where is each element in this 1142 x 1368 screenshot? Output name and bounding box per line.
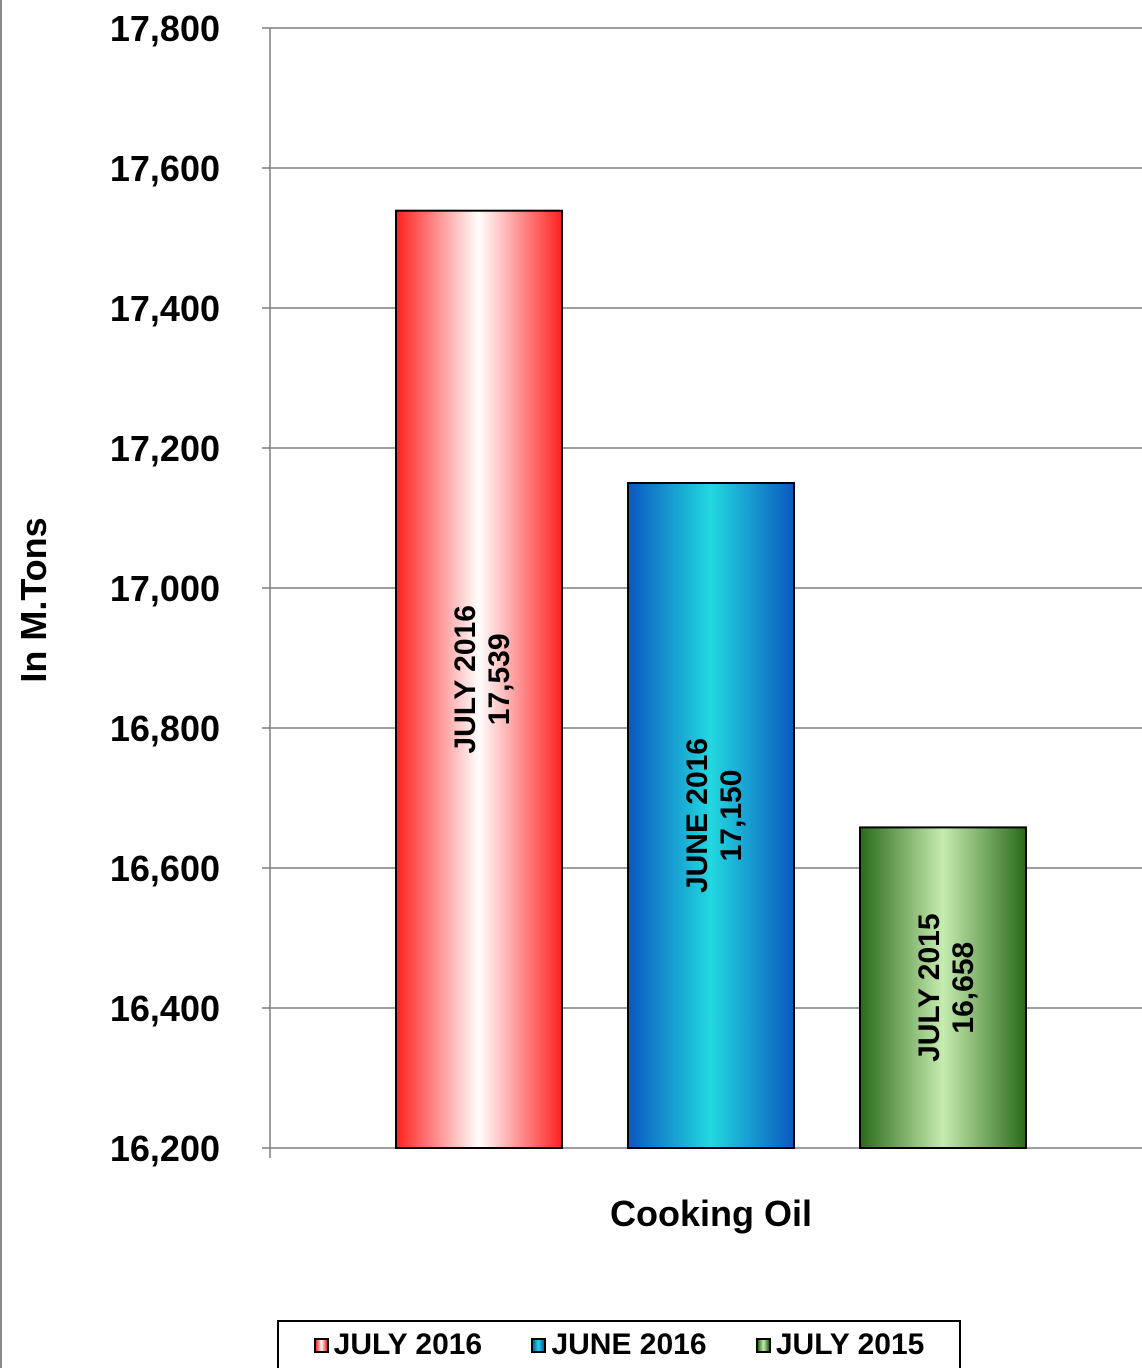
y-axis-title: In M.Tons: [13, 517, 54, 682]
y-tick-label: 17,000: [110, 568, 220, 609]
bar-chart: 16,200 16,400 16,600 16,800 17,000 17,200 17,4…: [13, 8, 1142, 1234]
legend-item-july-2016: JULY 2016: [313, 1328, 483, 1362]
bar-label-series-name: JULY 2015: [913, 913, 946, 1061]
y-tick-label: 17,600: [110, 148, 220, 189]
bar-label-july-2016: JULY 2016 17,539: [449, 605, 516, 753]
legend-swatch-june-2016: [531, 1337, 547, 1353]
y-tick-label: 17,400: [110, 288, 220, 329]
legend-swatch-july-2015: [755, 1337, 771, 1353]
bar-label-value: 17,539: [483, 633, 516, 725]
y-tick-label: 17,800: [110, 8, 220, 49]
bar-label-series-name: JUNE 2016: [681, 738, 714, 893]
legend: JULY 2016 JUNE 2016 JULY 2015: [277, 1320, 961, 1368]
bars: [395, 209, 1027, 1150]
bar-label-series-name: JULY 2016: [449, 605, 482, 753]
legend-label-july-2016: JULY 2016: [333, 1328, 483, 1361]
legend-item-july-2015: JULY 2015: [755, 1328, 925, 1362]
bar-label-value: 17,150: [715, 770, 748, 862]
bar-july-2015: [859, 826, 1027, 1150]
y-axis: 16,200 16,400 16,600 16,800 17,000 17,200 17,4…: [110, 8, 271, 1169]
y-tick-label: 16,800: [110, 708, 220, 749]
y-tick-label: 16,400: [110, 988, 220, 1029]
x-axis-category-label: Cooking Oil: [610, 1193, 812, 1234]
y-tick-label: 17,200: [110, 428, 220, 469]
y-tick-label: 16,200: [110, 1128, 220, 1169]
bar-label-july-2015: JULY 2015 16,658: [913, 913, 980, 1061]
legend-swatch-july-2016: [313, 1337, 329, 1353]
legend-item-june-2016: JUNE 2016: [531, 1328, 707, 1362]
bar-label-value: 16,658: [947, 942, 980, 1034]
legend-label-june-2016: JUNE 2016: [551, 1328, 707, 1361]
bar-july-2016: [395, 209, 563, 1149]
y-tick-label: 16,600: [110, 848, 220, 889]
bar-label-june-2016: JUNE 2016 17,150: [681, 738, 748, 893]
bar-june-2016: [627, 482, 795, 1149]
legend-label-july-2015: JULY 2015: [775, 1328, 925, 1361]
